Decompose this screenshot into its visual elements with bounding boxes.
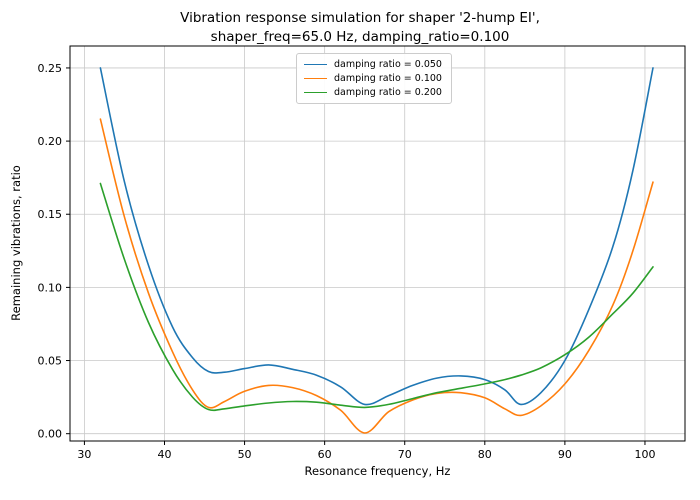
- y-tick-label: 0.25: [38, 62, 63, 75]
- x-tick-label: 50: [238, 448, 252, 461]
- x-tick-label: 80: [478, 448, 492, 461]
- legend-line-sample-blue: [304, 64, 327, 65]
- chart-title-line-1: Vibration response simulation for shaper…: [180, 10, 540, 26]
- x-tick-label: 40: [157, 448, 171, 461]
- y-tick-label: 0.00: [38, 428, 63, 441]
- x-tick-label: 60: [318, 448, 332, 461]
- legend-label: damping ratio = 0.200: [334, 87, 442, 98]
- x-tick-label: 100: [634, 448, 655, 461]
- legend-line-sample-orange: [304, 78, 327, 79]
- y-tick-label: 0.05: [38, 355, 63, 368]
- x-tick-label: 70: [398, 448, 412, 461]
- chart-title: Vibration response simulation for shaper…: [35, 9, 685, 47]
- legend-item: damping ratio = 0.050: [304, 59, 442, 70]
- legend-label: damping ratio = 0.050: [334, 59, 442, 70]
- x-tick-label: 90: [558, 448, 572, 461]
- y-axis-label: Remaining vibrations, ratio: [9, 165, 23, 321]
- y-tick-label: 0.10: [38, 281, 63, 294]
- x-axis-label: Resonance frequency, Hz: [304, 464, 451, 478]
- y-tick-label: 0.15: [38, 208, 63, 221]
- series-line-1: [99, 118, 654, 434]
- legend-item: damping ratio = 0.100: [304, 73, 442, 84]
- x-tick-label: 30: [77, 448, 91, 461]
- y-tick-label: 0.20: [38, 135, 63, 148]
- chart-title-line-2: shaper_freq=65.0 Hz, damping_ratio=0.100: [210, 28, 510, 45]
- legend-label: damping ratio = 0.100: [334, 73, 442, 84]
- legend-item: damping ratio = 0.200: [304, 87, 442, 98]
- series-line-0: [99, 67, 654, 406]
- legend: damping ratio = 0.050 damping ratio = 0.…: [296, 53, 452, 104]
- series-line-2: [99, 182, 654, 412]
- axes-frame: [69, 45, 686, 442]
- legend-line-sample-green: [304, 92, 327, 93]
